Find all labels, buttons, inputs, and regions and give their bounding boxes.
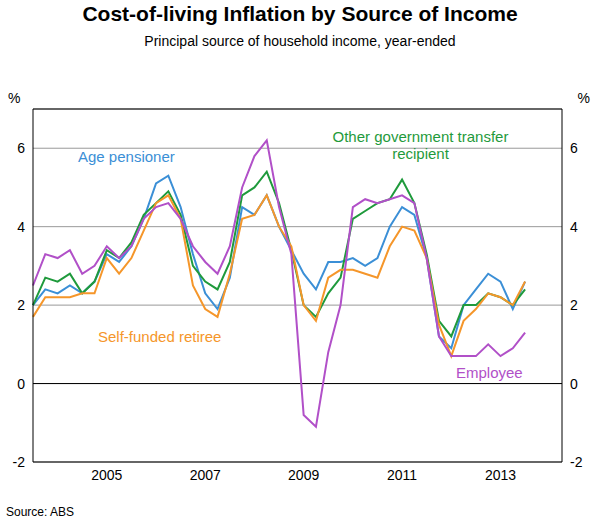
svg-text:2005: 2005 bbox=[91, 467, 122, 483]
html-text:Other government transfer reci: Other government transfer recipient bbox=[332, 128, 509, 162]
html-text:Principal source of household: Principal source of household income, ye… bbox=[144, 33, 456, 49]
svg-text:4: 4 bbox=[570, 219, 578, 235]
html-text:Self-funded retiree: Self-funded retiree bbox=[98, 328, 222, 345]
svg-text:-2: -2 bbox=[13, 454, 26, 470]
svg-text:2011: 2011 bbox=[387, 467, 417, 483]
html-text:Cost-of-living Inflation by So: Cost-of-living Inflation by Source of In… bbox=[82, 2, 518, 25]
svg-text:4: 4 bbox=[17, 219, 25, 235]
svg-text:2007: 2007 bbox=[190, 467, 221, 483]
svg-text:0: 0 bbox=[17, 376, 25, 392]
html-text:Employee: Employee bbox=[456, 364, 523, 381]
svg-text:0: 0 bbox=[570, 376, 578, 392]
svg-text:6: 6 bbox=[17, 140, 25, 156]
html-text:Source: ABS: Source: ABS bbox=[6, 505, 74, 519]
svg-text:2009: 2009 bbox=[288, 467, 319, 483]
svg-text:2: 2 bbox=[570, 297, 578, 313]
svg-text:-2: -2 bbox=[570, 454, 583, 470]
svg-text:6: 6 bbox=[570, 140, 578, 156]
svg-text:2013: 2013 bbox=[485, 467, 516, 483]
svg-text:2: 2 bbox=[17, 297, 25, 313]
html-text:Age pensioner: Age pensioner bbox=[78, 148, 175, 165]
